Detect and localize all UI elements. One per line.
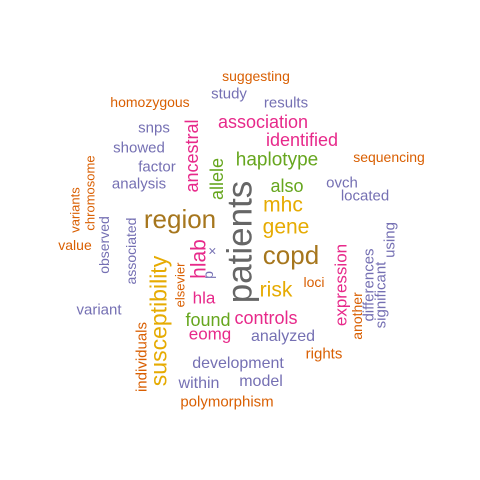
word-rights: rights xyxy=(305,345,343,363)
word-significant: significant xyxy=(372,261,390,329)
word-study: study xyxy=(211,85,247,103)
word-value: value xyxy=(58,237,92,253)
word-analyzed: analyzed xyxy=(250,328,316,345)
word-mhc: mhc xyxy=(263,193,303,217)
word-snps: snps xyxy=(138,119,170,137)
word-within: within xyxy=(178,375,220,392)
word-times-sign: × xyxy=(204,246,220,256)
word-susceptibility: susceptibility xyxy=(145,255,172,387)
word-development: development xyxy=(192,355,284,372)
word-controls: controls xyxy=(234,308,298,328)
word-associated: associated xyxy=(123,217,139,285)
word-analysis: analysis xyxy=(111,175,167,193)
word-polymorphism: polymorphism xyxy=(180,393,274,411)
word-patients: patients xyxy=(220,180,260,304)
word-region: region xyxy=(143,204,217,234)
word-also: also xyxy=(270,176,304,196)
word-results: results xyxy=(263,94,309,112)
word-observed: observed xyxy=(96,216,112,274)
word-showed: showed xyxy=(113,139,165,157)
word-ancestral: ancestral xyxy=(182,119,202,193)
word-located: located xyxy=(340,187,390,205)
word-variant: variant xyxy=(76,301,122,319)
word-variants: variants xyxy=(67,187,83,233)
word-elsevier: elsevier xyxy=(172,262,188,308)
word-sequencing: sequencing xyxy=(353,149,425,165)
word-identified: identified xyxy=(265,130,339,150)
word-using: using xyxy=(381,222,399,258)
word-p: p xyxy=(200,271,216,279)
word-model: model xyxy=(239,373,283,390)
word-risk: risk xyxy=(259,278,293,302)
word-suggesting: suggesting xyxy=(222,68,290,84)
word-loci: loci xyxy=(303,274,325,290)
word-allele: allele xyxy=(207,157,227,201)
word-association: association xyxy=(217,112,309,132)
word-found: found xyxy=(185,310,231,330)
word-hla: hla xyxy=(192,288,216,308)
word-factor: factor xyxy=(138,158,176,176)
word-individuals: individuals xyxy=(133,321,151,393)
word-eomg: eomg xyxy=(188,324,232,344)
word-expression: expression xyxy=(331,243,351,327)
word-gene: gene xyxy=(262,215,310,239)
word-chromosome: chromosome xyxy=(82,155,98,231)
word-ovch: ovch xyxy=(326,174,358,192)
word-copd: copd xyxy=(262,240,320,270)
word-haplotype: haplotype xyxy=(235,149,319,171)
word-homozygous: homozygous xyxy=(110,94,190,110)
